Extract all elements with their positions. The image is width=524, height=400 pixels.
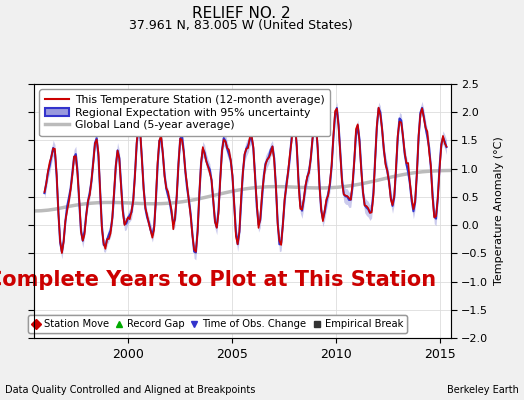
Text: Berkeley Earth: Berkeley Earth bbox=[447, 385, 519, 395]
Y-axis label: Temperature Anomaly (°C): Temperature Anomaly (°C) bbox=[494, 137, 504, 285]
Legend: Station Move, Record Gap, Time of Obs. Change, Empirical Break: Station Move, Record Gap, Time of Obs. C… bbox=[28, 315, 407, 333]
Text: Data Quality Controlled and Aligned at Breakpoints: Data Quality Controlled and Aligned at B… bbox=[5, 385, 256, 395]
Text: No Complete Years to Plot at This Station: No Complete Years to Plot at This Statio… bbox=[0, 270, 436, 290]
Text: RELIEF NO. 2: RELIEF NO. 2 bbox=[192, 6, 290, 21]
Text: 37.961 N, 83.005 W (United States): 37.961 N, 83.005 W (United States) bbox=[129, 19, 353, 32]
